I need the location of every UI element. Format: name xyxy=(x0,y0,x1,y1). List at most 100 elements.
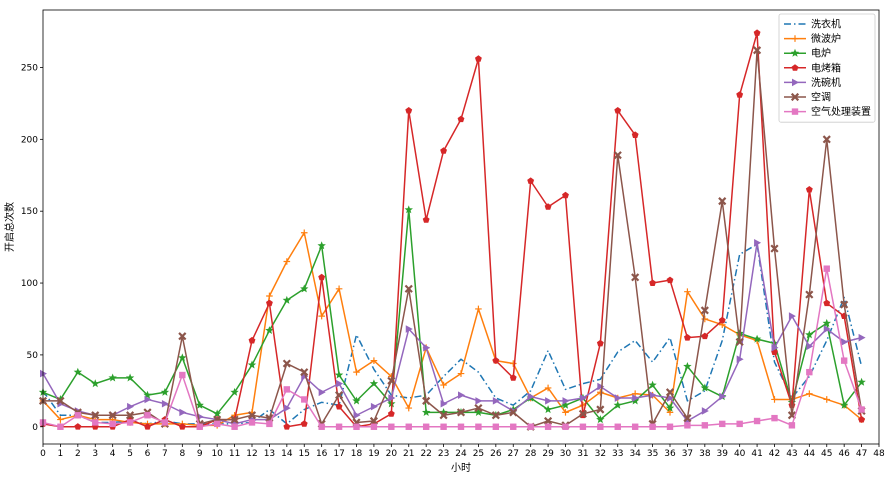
x-tick-label: 41 xyxy=(751,449,762,459)
data-point xyxy=(736,355,744,364)
data-point xyxy=(701,407,709,415)
plot-frame xyxy=(42,9,880,445)
data-point xyxy=(265,299,273,307)
data-point xyxy=(509,374,517,381)
data-point xyxy=(353,411,361,420)
x-tick-label: 42 xyxy=(769,449,780,459)
series-line xyxy=(42,209,863,421)
x-tick-label: 27 xyxy=(508,449,519,459)
data-point xyxy=(596,415,605,424)
data-point xyxy=(144,412,151,419)
data-point xyxy=(456,408,466,417)
data-point xyxy=(370,423,378,430)
data-point xyxy=(318,388,326,397)
data-point xyxy=(683,334,691,341)
data-point xyxy=(439,411,448,420)
data-point xyxy=(161,399,169,408)
data-point xyxy=(543,405,553,414)
data-point xyxy=(178,332,187,341)
data-point xyxy=(404,205,413,214)
data-point xyxy=(369,379,379,388)
data-point xyxy=(388,394,396,402)
data-point xyxy=(422,396,431,405)
x-tick-label: 45 xyxy=(821,449,832,459)
data-point xyxy=(283,404,291,412)
x-tick-label: 6 xyxy=(145,449,151,459)
x-tick-label: 48 xyxy=(873,449,885,459)
data-point xyxy=(613,400,622,409)
x-tick-label: 18 xyxy=(351,449,363,459)
plot-area xyxy=(43,10,879,444)
data-point xyxy=(353,423,360,430)
data-point xyxy=(126,419,134,426)
data-point xyxy=(788,422,796,429)
data-point xyxy=(230,415,239,424)
data-point xyxy=(753,417,761,425)
data-point xyxy=(718,316,726,324)
data-point xyxy=(823,299,831,307)
series-group xyxy=(40,239,866,428)
x-tick-label: 10 xyxy=(211,449,223,459)
data-point xyxy=(230,387,239,396)
data-point xyxy=(300,420,308,427)
data-point xyxy=(509,408,518,417)
data-point xyxy=(753,29,761,36)
data-point xyxy=(282,295,292,304)
data-point xyxy=(334,370,344,379)
x-tick-label: 19 xyxy=(368,449,380,459)
data-point xyxy=(666,423,674,430)
x-tick-label: 20 xyxy=(386,449,398,459)
x-tick-label: 47 xyxy=(856,449,867,459)
x-tick-label: 21 xyxy=(403,449,414,459)
data-point xyxy=(806,342,814,351)
x-tick-label: 22 xyxy=(420,449,431,459)
data-point xyxy=(718,197,727,206)
data-point xyxy=(387,410,395,417)
data-point xyxy=(195,400,204,409)
y-tick-label: 150 xyxy=(21,207,38,217)
data-point xyxy=(108,373,117,382)
data-point xyxy=(423,343,431,352)
data-point xyxy=(562,397,570,405)
data-point xyxy=(806,368,813,376)
data-point xyxy=(125,373,135,382)
data-point xyxy=(648,380,657,389)
data-point xyxy=(352,396,361,405)
data-point xyxy=(300,368,309,377)
data-point xyxy=(683,362,692,370)
data-point xyxy=(649,391,657,399)
data-point xyxy=(770,244,779,253)
legend-label: 洗碗机 xyxy=(811,76,841,89)
data-point xyxy=(665,388,675,397)
x-tick-label: 36 xyxy=(664,449,676,459)
data-point xyxy=(317,241,326,250)
data-point xyxy=(283,423,291,430)
x-tick-label: 16 xyxy=(316,449,328,459)
x-tick-label: 7 xyxy=(162,449,168,459)
data-point xyxy=(196,423,203,430)
x-tick-label: 46 xyxy=(838,449,850,459)
data-point xyxy=(300,284,309,293)
data-point xyxy=(700,383,710,392)
legend-marker xyxy=(791,35,799,42)
data-point xyxy=(492,357,500,364)
data-point xyxy=(858,406,865,413)
x-tick-label: 9 xyxy=(197,449,203,459)
data-point xyxy=(179,408,187,417)
x-tick-label: 1 xyxy=(58,449,64,459)
y-tick-label: 250 xyxy=(21,63,38,73)
data-point xyxy=(318,273,326,281)
data-point xyxy=(841,338,849,346)
data-point xyxy=(771,396,778,403)
data-point xyxy=(370,402,378,411)
data-point xyxy=(73,367,83,376)
data-point xyxy=(248,336,256,344)
data-point xyxy=(440,381,447,389)
data-point xyxy=(822,135,831,144)
data-point xyxy=(474,403,483,413)
data-point xyxy=(440,147,448,154)
data-point xyxy=(510,423,517,430)
data-point xyxy=(126,411,135,420)
data-point xyxy=(74,412,82,419)
data-point xyxy=(858,415,866,423)
